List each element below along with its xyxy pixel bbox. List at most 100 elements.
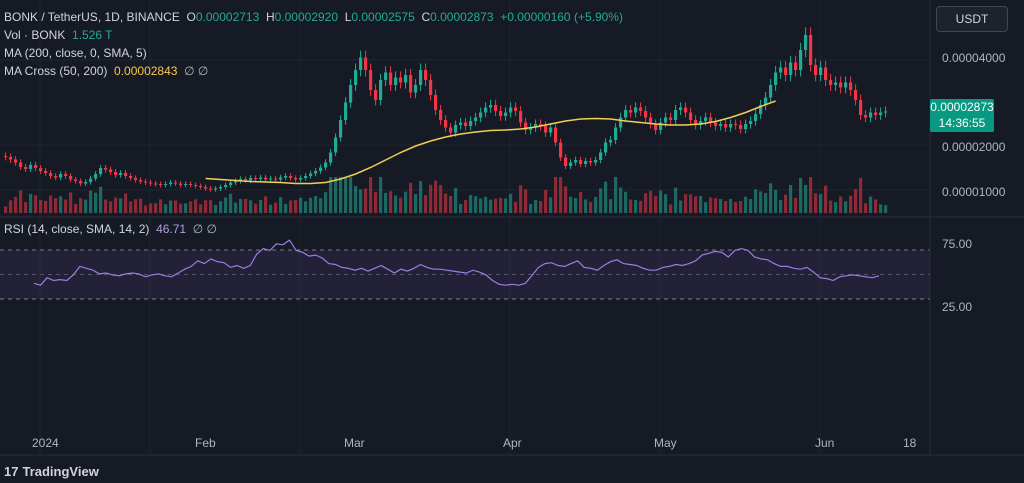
rsi-legend[interactable]: RSI (14, close, SMA, 14, 2) 46.71 ∅ ∅ xyxy=(4,222,217,236)
candle-body xyxy=(279,177,283,180)
volume-bar xyxy=(339,177,343,213)
volume-bar xyxy=(679,200,683,213)
volume-bar xyxy=(474,196,478,213)
volume-bar xyxy=(179,203,183,213)
volume-value: 1.526 T xyxy=(72,28,113,42)
volume-bar xyxy=(54,198,58,213)
currency-button[interactable]: USDT xyxy=(936,6,1008,32)
candle-body xyxy=(629,110,633,113)
volume-bar xyxy=(14,196,18,213)
volume-bar xyxy=(129,201,133,213)
volume-bar xyxy=(484,196,488,213)
candle-body xyxy=(119,173,123,175)
volume-bar xyxy=(759,191,763,213)
candle-body xyxy=(434,95,438,110)
candle-body xyxy=(549,127,553,133)
candle-body xyxy=(294,178,298,180)
volume-legend[interactable]: Vol · BONK 1.526 T xyxy=(4,28,113,42)
volume-bar xyxy=(624,191,628,213)
volume-bar xyxy=(364,188,368,213)
volume-bar xyxy=(69,192,73,213)
candle-body xyxy=(754,114,758,121)
volume-bar xyxy=(124,193,128,213)
candle-body xyxy=(234,181,238,183)
volume-bar xyxy=(234,202,238,213)
volume-bar xyxy=(199,204,203,213)
candle-body xyxy=(254,178,258,179)
candle-body xyxy=(289,176,293,178)
ma-legend[interactable]: MA (200, close, 0, SMA, 5) xyxy=(4,46,147,60)
candle-body xyxy=(694,120,698,125)
bar-countdown: 14:36:55 xyxy=(938,116,986,130)
high-label: H xyxy=(265,10,275,24)
candle-body xyxy=(559,142,563,158)
candle-body xyxy=(704,117,708,121)
volume-bar xyxy=(374,192,378,213)
candle-body xyxy=(144,181,148,183)
candle-body xyxy=(459,122,463,125)
candle-body xyxy=(24,167,28,169)
price-tick: 0.00001000 xyxy=(942,185,1006,199)
volume-bar xyxy=(354,186,358,213)
volume-bar xyxy=(104,199,108,213)
candle-body xyxy=(74,179,78,181)
volume-bar xyxy=(429,184,433,213)
candle-body xyxy=(229,182,233,185)
volume-bar xyxy=(149,203,153,213)
candle-body xyxy=(424,70,428,80)
volume-bar xyxy=(534,199,538,213)
candle-body xyxy=(524,122,528,130)
volume-bar xyxy=(34,195,38,213)
last-price: 0.00002873 xyxy=(930,100,994,114)
volume-bar xyxy=(739,201,743,213)
candle-body xyxy=(859,100,863,115)
volume-bar xyxy=(694,196,698,213)
volume-bar xyxy=(874,199,878,213)
candle-body xyxy=(374,90,378,100)
candle-body xyxy=(224,185,228,187)
ma-cross-legend[interactable]: MA Cross (50, 200) 0.00002843 ∅ ∅ xyxy=(4,64,208,78)
candle-body xyxy=(389,72,393,85)
candle-body xyxy=(639,107,643,111)
volume-bar xyxy=(464,200,468,213)
volume-bar xyxy=(859,177,863,213)
volume-bar xyxy=(159,199,163,213)
candle-body xyxy=(584,161,588,164)
symbol-label[interactable]: BONK / TetherUS, 1D, BINANCE xyxy=(4,10,180,24)
candle-body xyxy=(194,185,198,186)
candle-body xyxy=(189,184,193,185)
volume-bar xyxy=(639,200,643,213)
volume-bar xyxy=(564,186,568,213)
volume-bar xyxy=(29,193,33,213)
volume-bar xyxy=(194,199,198,213)
volume-bar xyxy=(304,201,308,213)
candle-body xyxy=(464,122,468,126)
volume-bar xyxy=(174,200,178,213)
candle-body xyxy=(349,85,353,103)
high-value: 0.00002920 xyxy=(274,10,339,24)
volume-bar xyxy=(64,199,68,213)
volume-bar xyxy=(119,198,123,213)
volume-bar xyxy=(344,177,348,213)
candle-body xyxy=(554,127,558,143)
candle-body xyxy=(784,67,788,75)
candle-body xyxy=(414,85,418,93)
volume-bar xyxy=(139,198,143,213)
price-tick: 0.00004000 xyxy=(942,51,1006,65)
candle-body xyxy=(544,126,548,133)
candle-body xyxy=(609,140,613,143)
candle-body xyxy=(354,70,358,85)
candle-body xyxy=(664,117,668,123)
volume-bar xyxy=(134,199,138,213)
volume-bar xyxy=(359,189,363,213)
volume-bar xyxy=(334,177,338,213)
volume-bar xyxy=(799,177,803,213)
candle-body xyxy=(444,120,448,128)
candle-body xyxy=(659,122,663,130)
tradingview-brand[interactable]: 17 TradingView xyxy=(4,464,99,479)
volume-bar xyxy=(609,199,613,213)
candle-body xyxy=(644,111,648,118)
volume-bar xyxy=(634,199,638,213)
candle-body xyxy=(329,152,333,163)
